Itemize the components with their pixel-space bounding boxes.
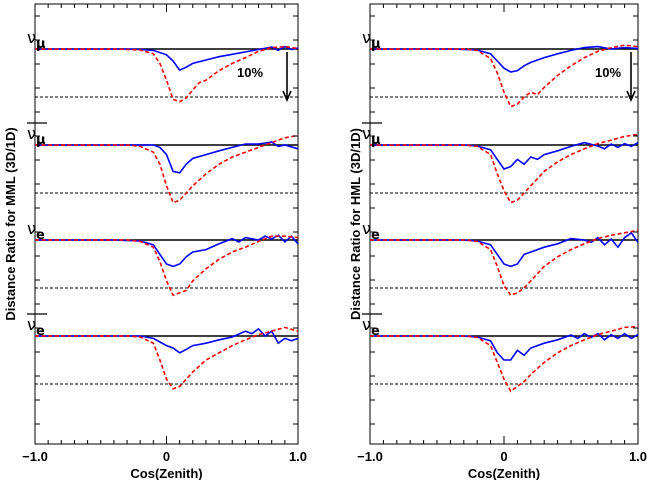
panel-1: νμ	[362, 122, 639, 204]
panel-0: νμ	[27, 28, 299, 103]
series-blue-solid	[370, 332, 639, 361]
panel-label: νe	[27, 219, 45, 243]
scale-annotation: 10%	[237, 65, 263, 80]
x-tick-label: 1.0	[289, 449, 307, 464]
x-tick-label: −1.0	[357, 449, 383, 464]
scale-arrow-head	[626, 90, 636, 102]
series-red-dashed	[370, 325, 639, 393]
panel-label: νμ	[362, 124, 381, 148]
panel-3: νe	[27, 313, 299, 390]
x-axis-label: Cos(Zenith)	[468, 466, 540, 480]
series-red-dashed	[370, 229, 639, 297]
panel-1: νμ	[27, 122, 299, 204]
series-blue-solid	[35, 141, 299, 174]
x-ticks	[34, 4, 299, 444]
series-blue-solid	[35, 327, 299, 354]
series-blue-solid	[370, 45, 639, 73]
panel-3: νe	[362, 313, 639, 393]
x-tick-label: 0	[500, 449, 507, 464]
series-blue-solid	[35, 234, 299, 268]
panel-label: νe	[362, 315, 380, 339]
series-red-dashed	[370, 133, 639, 204]
series-red-dashed	[370, 44, 639, 108]
scale-annotation: 10%	[595, 65, 621, 80]
panel-2: νe	[362, 219, 639, 297]
series-blue-solid	[35, 45, 299, 72]
panel-label: νμ	[362, 28, 381, 52]
series-red-dashed	[35, 235, 299, 297]
series-blue-solid	[370, 141, 639, 170]
scale-arrow-head	[282, 90, 292, 102]
x-axis-label: Cos(Zenith)	[130, 466, 202, 480]
panel-label: νe	[362, 219, 380, 243]
x-tick-label: 0	[163, 449, 170, 464]
series-red-dashed	[35, 45, 299, 103]
panel-0: νμ	[362, 28, 639, 108]
x-tick-label: 1.0	[629, 449, 647, 464]
panel-label: νμ	[27, 124, 46, 148]
series-blue-solid	[370, 231, 639, 268]
chart-mml: νμ νμ νe νe −1.0 0 1.0 Cos(Zenith) Distance…	[3, 3, 307, 480]
y-axis-label: Distance Ratio for HML (3D/1D)	[348, 128, 363, 320]
series-red-dashed	[35, 134, 299, 204]
series-red-dashed	[35, 326, 299, 390]
x-tick-label: −1.0	[22, 449, 48, 464]
panel-label: νe	[27, 315, 45, 339]
panel-label: νμ	[27, 28, 46, 52]
panel-2: νe	[27, 219, 299, 297]
y-axis-label: Distance Ratio for MML (3D/1D)	[3, 127, 18, 320]
chart-hml: νμ νμ νe νe −1.0 0 1.0 Cos(Zenith) Distance…	[348, 3, 647, 480]
x-ticks	[369, 4, 639, 444]
